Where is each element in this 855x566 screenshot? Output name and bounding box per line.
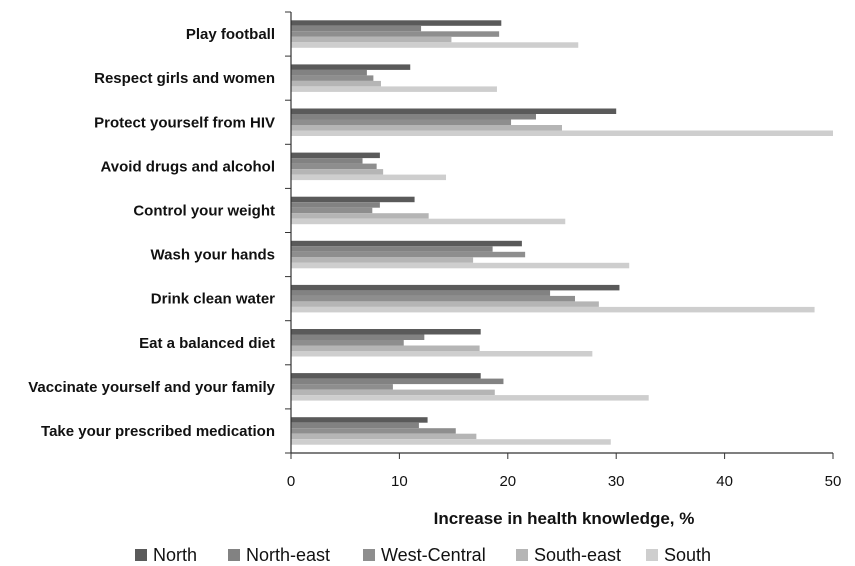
category-label: Protect yourself from HIV	[94, 114, 275, 131]
category-labels: Play football Respect girls and women Prot…	[28, 26, 275, 440]
bar	[291, 86, 497, 92]
bar	[291, 80, 381, 87]
bar	[291, 395, 649, 401]
x-tick-label: 30	[608, 473, 625, 490]
bar	[291, 384, 393, 390]
category-label: Avoid drugs and alcohol	[101, 158, 275, 175]
legend-swatch	[646, 549, 658, 561]
bar	[291, 345, 480, 351]
legend-item: South-east	[516, 545, 621, 565]
legend-item: North	[135, 545, 197, 565]
bar	[291, 207, 373, 214]
bar	[291, 422, 419, 429]
bar	[291, 246, 493, 252]
bar	[291, 152, 380, 159]
legend: North North-east West-Central South-east Sou…	[135, 545, 711, 565]
bar	[291, 174, 447, 181]
legend-swatch	[516, 549, 528, 561]
bar	[291, 378, 504, 385]
bar	[291, 389, 495, 396]
bar	[291, 158, 363, 164]
category-label: Control your weight	[133, 202, 275, 219]
bar	[291, 36, 452, 43]
bar	[291, 257, 474, 263]
bar	[291, 119, 512, 125]
x-tick-label: 40	[716, 473, 733, 490]
bar	[291, 373, 481, 379]
bar	[291, 295, 576, 302]
bar	[291, 25, 422, 32]
bar	[291, 240, 522, 247]
bar	[291, 20, 502, 26]
bar	[291, 169, 384, 175]
x-tick-label: 0	[287, 473, 295, 490]
bar	[291, 75, 374, 81]
bar	[291, 433, 477, 440]
bar	[291, 218, 566, 225]
bar	[291, 114, 536, 120]
category-label: Eat a balanced diet	[139, 335, 275, 352]
x-tick-label: 50	[825, 473, 842, 490]
category-label: Respect girls and women	[94, 70, 275, 87]
category-label: Play football	[186, 26, 275, 43]
bar	[291, 417, 428, 423]
legend-item: West-Central	[363, 545, 486, 565]
axes-layer	[285, 11, 834, 459]
bar	[291, 306, 815, 313]
category-label: Drink clean water	[151, 291, 275, 308]
bar	[291, 31, 500, 37]
bar	[291, 290, 551, 296]
bar	[291, 108, 617, 114]
bar	[291, 334, 425, 340]
bar	[291, 69, 367, 76]
category-label: Vaccinate yourself and your family	[28, 379, 275, 396]
bar	[291, 301, 599, 307]
bar	[291, 125, 562, 131]
bar	[291, 329, 481, 335]
bar	[291, 262, 630, 269]
bar	[291, 163, 377, 170]
bar	[291, 213, 429, 219]
bar	[291, 284, 620, 291]
legend-item: North-east	[228, 545, 330, 565]
category-label: Take your prescribed medication	[41, 423, 275, 440]
bar	[291, 130, 833, 136]
legend-label: West-Central	[381, 545, 486, 565]
bar	[291, 196, 415, 203]
bar	[291, 439, 611, 445]
bar	[291, 251, 526, 258]
x-tick-labels: 0 10 20 30 40 50	[287, 473, 842, 490]
bar	[291, 340, 404, 346]
bar	[291, 428, 456, 434]
legend-swatch	[135, 549, 147, 561]
legend-label: South-east	[534, 545, 621, 565]
x-tick-label: 20	[499, 473, 516, 490]
bar	[291, 202, 380, 208]
bars-layer	[291, 20, 833, 445]
legend-label: South	[664, 545, 711, 565]
legend-label: North	[153, 545, 197, 565]
bar	[291, 64, 411, 70]
legend-item: South	[646, 545, 711, 565]
legend-label: North-east	[246, 545, 330, 565]
x-tick-label: 10	[391, 473, 408, 490]
bar	[291, 42, 579, 48]
x-axis-title: Increase in health knowledge, %	[434, 509, 695, 528]
legend-swatch	[228, 549, 240, 561]
bar	[291, 351, 593, 357]
legend-swatch	[363, 549, 375, 561]
category-label: Wash your hands	[151, 247, 275, 264]
